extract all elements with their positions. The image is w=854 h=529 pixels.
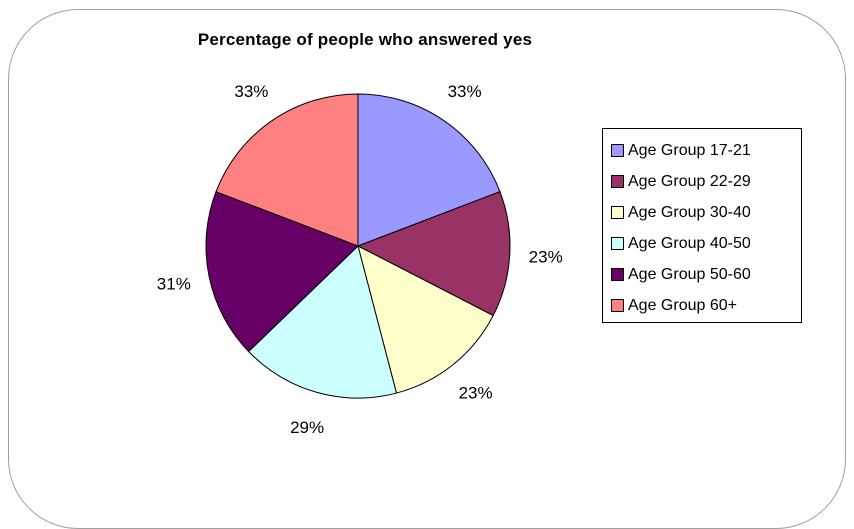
legend-label: Age Group 22-29 <box>628 172 751 190</box>
pie-slice-3 <box>357 245 494 394</box>
pie-slice-1 <box>357 93 501 247</box>
legend-item-2: Age Group 22-29 <box>611 166 801 197</box>
legend-item-6: Age Group 60+ <box>611 290 801 321</box>
legend-swatch <box>611 144 624 157</box>
legend-item-5: Age Group 50-60 <box>611 259 801 290</box>
legend-label: Age Group 30-40 <box>628 203 751 221</box>
legend-swatch <box>611 206 624 219</box>
pie-slice-6 <box>215 93 359 247</box>
legend-item-4: Age Group 40-50 <box>611 228 801 259</box>
legend-label: Age Group 50-60 <box>628 265 751 283</box>
legend-swatch <box>611 299 624 312</box>
data-label-6: 33% <box>234 82 268 101</box>
legend-label: Age Group 40-50 <box>628 234 751 252</box>
legend: Age Group 17-21 Age Group 22-29 Age Group … <box>602 128 802 323</box>
data-label-3: 23% <box>459 384 493 403</box>
legend-item-3: Age Group 30-40 <box>611 197 801 228</box>
data-label-2: 23% <box>529 247 563 266</box>
data-label-5: 31% <box>157 275 191 294</box>
legend-label: Age Group 60+ <box>628 296 737 314</box>
data-label-4: 29% <box>290 418 324 437</box>
legend-swatch <box>611 237 624 250</box>
legend-item-1: Age Group 17-21 <box>611 135 801 166</box>
pie-slice-4 <box>247 245 398 399</box>
pie-slice-2 <box>356 191 511 317</box>
pie-chart: 33% 23% 23% 29% 31% 33% <box>157 82 563 437</box>
data-label-1: 33% <box>448 82 482 101</box>
legend-swatch <box>611 268 624 281</box>
legend-swatch <box>611 175 624 188</box>
chart-title: Percentage of people who answered yes <box>197 30 533 49</box>
legend-label: Age Group 17-21 <box>628 141 751 159</box>
